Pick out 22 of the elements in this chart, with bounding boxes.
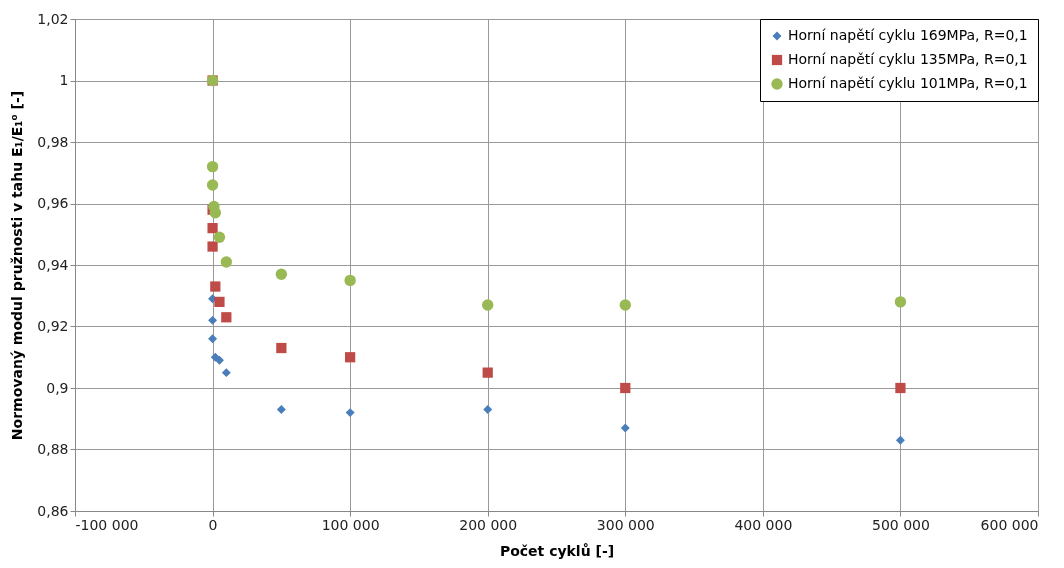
legend-label: Horní napětí cyklu 135MPa, R=0,1	[788, 51, 1028, 67]
x-axis-title: Počet cyklů [-]	[499, 542, 615, 559]
y-tick-label: 0,92	[37, 318, 69, 334]
y-tick-label: 1	[59, 72, 69, 88]
y-axis-title: Normovaný modul pružnosti v tahu E₁/E₁⁰ [-]	[9, 90, 26, 441]
y-tick-label: 0,94	[37, 256, 69, 273]
x-tick-label: 0	[208, 516, 218, 533]
y-tick-label: 1,02	[37, 10, 69, 27]
x-tick-label: 300 000	[596, 516, 655, 533]
y-tick-label: 0,98	[37, 133, 69, 150]
x-tick-label: 100 000	[321, 516, 380, 533]
y-tick-label: 0,96	[37, 195, 69, 211]
y-tick-label: 0,86	[37, 502, 69, 519]
x-tick-label: 600 000	[980, 516, 1039, 533]
y-tick-label: 0,9	[46, 379, 69, 396]
x-tick-label: 200 000	[459, 516, 518, 533]
x-tick-label: 400 000	[734, 516, 793, 533]
legend-label: Horní napětí cyklu 101MPa, R=0,1	[788, 75, 1028, 91]
x-tick-label: 500 000	[871, 516, 930, 533]
x-tick-label: -100 000	[75, 516, 139, 533]
y-tick-label: 0,88	[37, 441, 69, 457]
legend-label: Horní napětí cyklu 169MPa, R=0,1	[788, 27, 1028, 43]
